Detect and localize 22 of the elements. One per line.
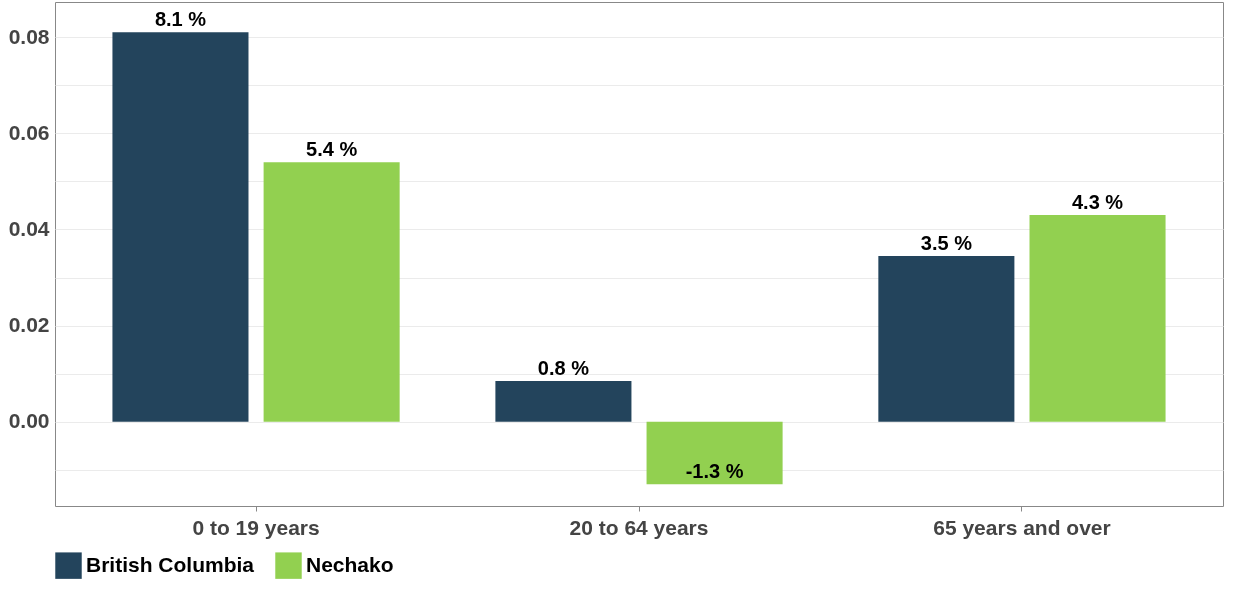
data-label: 4.3 % bbox=[1071, 191, 1124, 214]
bar bbox=[495, 380, 632, 422]
x-tick-label: 20 to 64 years bbox=[569, 515, 709, 539]
y-tick-label: 0.08 bbox=[8, 24, 50, 48]
data-label: 0.8 % bbox=[537, 356, 590, 379]
legend-label: Nechako bbox=[306, 552, 394, 576]
legend-label: British Columbia bbox=[86, 552, 255, 576]
data-label: 5.4 % bbox=[306, 138, 358, 161]
y-tick-label: 0.06 bbox=[8, 120, 50, 144]
data-label: 3.5 % bbox=[920, 231, 973, 254]
bar bbox=[112, 32, 249, 422]
bar bbox=[878, 255, 1015, 422]
y-tick-label: 0.00 bbox=[8, 409, 50, 433]
y-tick-label: 0.02 bbox=[8, 313, 50, 337]
bar bbox=[263, 162, 400, 422]
data-label: 8.1 % bbox=[154, 8, 207, 31]
x-tick-label: 65 years and over bbox=[933, 515, 1111, 539]
bar bbox=[646, 421, 783, 485]
y-tick-label: 0.04 bbox=[8, 216, 50, 240]
data-label: -1.3 % bbox=[685, 460, 744, 483]
bar bbox=[1029, 215, 1166, 422]
x-tick-label: 0 to 19 years bbox=[192, 515, 320, 539]
